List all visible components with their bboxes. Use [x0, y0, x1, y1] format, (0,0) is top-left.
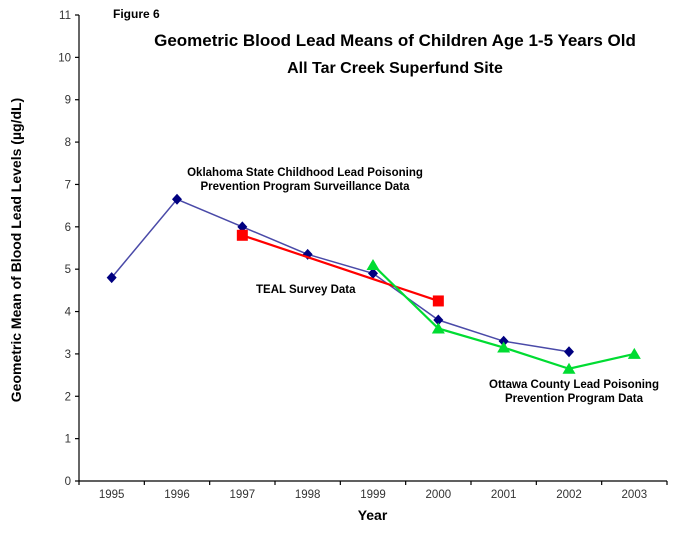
- series-0-marker: [498, 335, 509, 347]
- y-tick-label: 3: [65, 349, 71, 361]
- annotation-oklahoma-line1: Oklahoma State Childhood Lead Poisoning: [187, 167, 423, 179]
- x-tick-label: 1999: [360, 489, 386, 501]
- y-tick-label: 4: [65, 307, 72, 319]
- x-tick-label: 2001: [491, 489, 517, 501]
- annotation-teal-series: TEAL Survey Data: [256, 284, 356, 296]
- x-tick-label: 1997: [230, 489, 256, 501]
- y-tick-label: 5: [65, 264, 71, 276]
- x-tick-label: 2003: [622, 489, 648, 501]
- series-1-marker: [236, 229, 248, 241]
- chart-subtitle: All Tar Creek Superfund Site: [287, 60, 503, 77]
- y-tick-label: 6: [65, 222, 71, 234]
- series-2-marker: [562, 362, 576, 374]
- figure-label: Figure 6: [113, 7, 160, 21]
- y-tick-label: 1: [65, 434, 71, 446]
- y-axis-title: Geometric Mean of Blood Lead Levels (µg/…: [8, 97, 24, 403]
- annotation-ottawa-line1: Ottawa County Lead Poisoning: [489, 379, 659, 391]
- y-tick-label: 10: [58, 52, 71, 64]
- y-tick-label: 7: [65, 179, 71, 191]
- x-tick-label: 2002: [556, 489, 582, 501]
- series-0-marker: [368, 267, 378, 279]
- series-0-line: [111, 198, 570, 353]
- series-1-marker: [432, 295, 444, 307]
- y-tick-label: 8: [65, 137, 71, 149]
- series-0-marker: [237, 221, 248, 233]
- annotation-oklahoma-line2: Prevention Program Surveillance Data: [200, 181, 410, 193]
- series-2-line: [372, 264, 635, 370]
- x-axis-title: Year: [357, 507, 388, 523]
- series-2-marker: [627, 347, 641, 359]
- series-0-marker: [564, 346, 574, 358]
- x-tick-label: 1995: [99, 489, 125, 501]
- annotation-oklahoma-series: Oklahoma State Childhood Lead Poisoning …: [155, 166, 455, 194]
- series-0-marker: [106, 272, 117, 284]
- chart-title: Geometric Blood Lead Means of Children A…: [154, 31, 636, 50]
- series-2-marker: [497, 341, 511, 353]
- y-tick-label: 11: [59, 10, 71, 22]
- y-tick-label: 2: [65, 391, 71, 403]
- annotation-ottawa-series: Ottawa County Lead Poisoning Prevention …: [464, 378, 684, 406]
- series-0-marker: [302, 248, 313, 260]
- series-0-marker: [172, 193, 182, 205]
- x-tick-label: 2000: [426, 489, 452, 501]
- series-0-marker: [433, 314, 444, 326]
- annotation-ottawa-line2: Prevention Program Data: [504, 393, 644, 405]
- x-tick-label: 1996: [164, 489, 190, 501]
- series-2-marker: [431, 322, 445, 334]
- x-tick-label: 1998: [295, 489, 321, 501]
- series-1-line: [241, 234, 439, 302]
- y-tick-label: 9: [65, 95, 71, 107]
- series-2-marker: [366, 258, 380, 270]
- y-tick-label: 0: [65, 476, 71, 488]
